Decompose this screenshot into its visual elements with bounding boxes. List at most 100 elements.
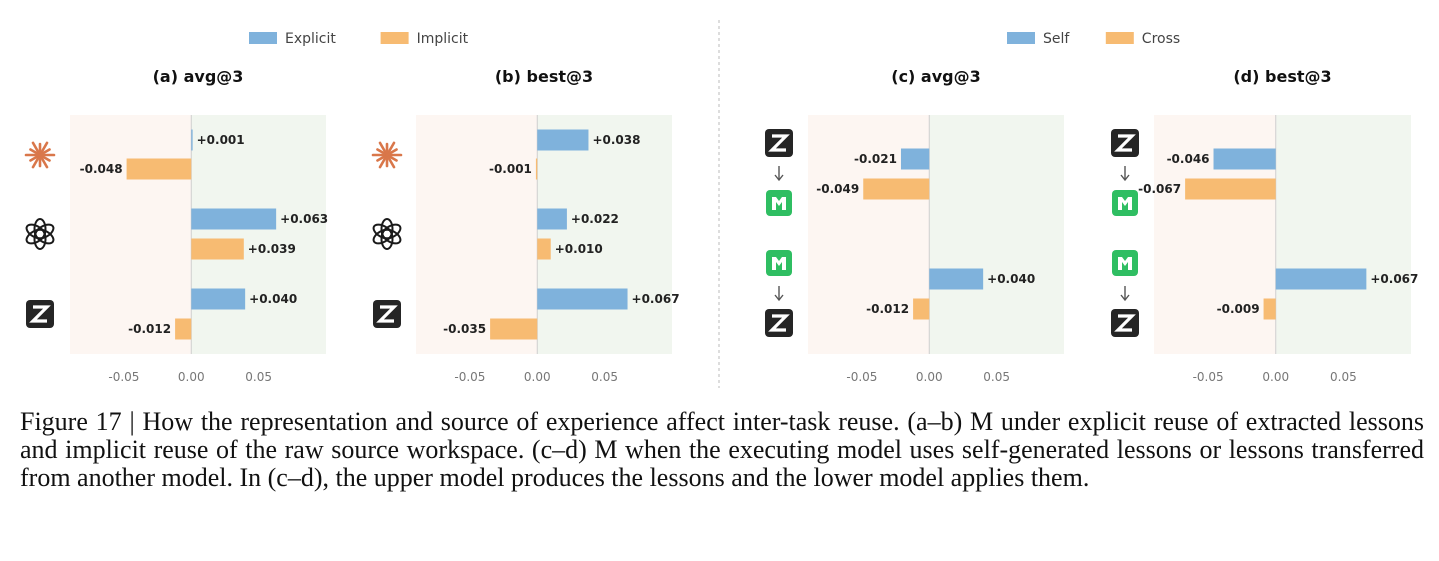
zhipu-icon: [373, 300, 401, 328]
bar-group-2: +0.040 -0.012: [765, 250, 1035, 337]
legend-swatch-implicit: [380, 32, 409, 44]
x-tick-label: 0.00: [1262, 370, 1289, 384]
bar-explicit: [191, 288, 246, 310]
legend-swatch-self: [1007, 32, 1035, 44]
bar-group-1: -0.021 -0.049: [765, 129, 930, 216]
bar-group-3: +0.067 -0.035: [373, 288, 680, 340]
bar-implicit: [537, 238, 551, 260]
down-arrow-icon: [1120, 286, 1130, 302]
bar-explicit: [537, 129, 589, 151]
bar-explicit: [191, 208, 277, 230]
chart-title: (b) best@3: [495, 67, 593, 86]
legend-label-cross: Cross: [1142, 31, 1180, 47]
data-label: +0.038: [592, 133, 640, 147]
x-tick-label: 0.05: [591, 370, 618, 384]
bar-explicit: [537, 208, 567, 230]
data-label: -0.001: [489, 162, 532, 176]
positive-region: [537, 115, 672, 354]
down-arrow-icon: [774, 166, 784, 182]
positive-region: [929, 115, 1064, 354]
data-label: -0.009: [1217, 302, 1260, 316]
x-tick-label: 0.00: [524, 370, 551, 384]
minimax-to-zhipu-icon: [1111, 250, 1139, 337]
data-label: +0.040: [249, 292, 297, 306]
chart-panel-4: (d) best@3 -0.05 0.00 0.05 -0.046 -0.067 +0.06…: [1111, 67, 1418, 384]
x-tick-label: 0.00: [178, 370, 205, 384]
bar-group-3: +0.040 -0.012: [26, 288, 297, 340]
down-arrow-icon: [774, 286, 784, 302]
bar-group-2: +0.067 -0.009: [1111, 250, 1418, 337]
bar-cross: [1263, 298, 1276, 320]
data-label: -0.035: [443, 322, 486, 336]
data-label: +0.022: [571, 212, 619, 226]
data-label: -0.021: [854, 152, 897, 166]
legend-swatch-cross: [1105, 32, 1134, 44]
zhipu-icon: [1111, 309, 1139, 337]
data-label: -0.048: [80, 162, 123, 176]
chart-title: (d) best@3: [1233, 67, 1331, 86]
bar-group-2: +0.022 +0.010: [372, 208, 619, 260]
zhipu-to-minimax-icon: [765, 129, 793, 216]
data-label: +0.063: [280, 212, 328, 226]
bar-explicit: [191, 129, 193, 151]
minimax-to-zhipu-icon: [765, 250, 793, 337]
minimax-icon: [1112, 190, 1138, 216]
x-tick-label: 0.00: [916, 370, 943, 384]
chart-panel-3: (c) avg@3 -0.05 0.00 0.05 -0.021 -0.049 +0.040…: [765, 67, 1064, 384]
minimax-icon: [766, 250, 792, 276]
data-label: -0.049: [816, 182, 859, 196]
positive-region: [191, 115, 326, 354]
bar-cross: [863, 178, 930, 200]
data-label: -0.046: [1167, 152, 1210, 166]
claude-icon: [24, 141, 56, 169]
bar-self: [1213, 148, 1276, 170]
bar-implicit: [490, 318, 538, 340]
zhipu-to-minimax-icon: [1111, 129, 1139, 216]
claude-icon: [371, 141, 403, 169]
bar-group-1: -0.046 -0.067: [1111, 129, 1276, 216]
data-label: +0.067: [632, 292, 680, 306]
chart-panel-1: (a) avg@3 -0.05 0.00 0.05 +0.001 -0.048 +0.063…: [24, 67, 328, 384]
data-label: +0.040: [987, 272, 1035, 286]
positive-region: [1275, 115, 1411, 354]
bar-implicit: [191, 238, 244, 260]
x-tick-label: -0.05: [454, 370, 485, 384]
bar-cross: [913, 298, 930, 320]
legend-swatch-explicit: [249, 32, 277, 44]
figure-caption: Figure 17 | How the representation and s…: [20, 407, 1424, 492]
x-tick-label: -0.05: [846, 370, 877, 384]
zhipu-icon: [765, 309, 793, 337]
bar-self: [900, 148, 930, 170]
negative-region: [416, 115, 538, 354]
x-tick-label: 0.05: [1330, 370, 1357, 384]
data-label: +0.067: [1370, 272, 1418, 286]
bar-group-1: +0.001 -0.048: [24, 129, 245, 180]
data-label: -0.012: [128, 322, 171, 336]
minimax-icon: [766, 190, 792, 216]
zhipu-icon: [26, 300, 54, 328]
bar-implicit: [175, 318, 192, 340]
data-label: -0.012: [866, 302, 909, 316]
x-tick-label: -0.05: [108, 370, 139, 384]
legend-2: Self Cross: [1007, 31, 1180, 47]
bar-explicit: [537, 288, 628, 310]
data-label: +0.039: [248, 242, 296, 256]
chart-title: (a) avg@3: [153, 67, 244, 86]
legend-1: Explicit Implicit: [249, 31, 469, 47]
data-label: +0.010: [555, 242, 603, 256]
x-tick-label: 0.05: [245, 370, 272, 384]
bar-self: [1275, 268, 1367, 290]
chart-title: (c) avg@3: [891, 67, 981, 86]
down-arrow-icon: [1120, 166, 1130, 182]
bar-implicit: [535, 158, 538, 180]
figure-canvas: (a) avg@3 -0.05 0.00 0.05 +0.001 -0.048 +0.063…: [24, 20, 1418, 388]
legend-label-explicit: Explicit: [285, 31, 336, 47]
bar-group-2: +0.063 +0.039: [25, 208, 328, 260]
bar-implicit: [126, 158, 192, 180]
x-tick-label: 0.05: [983, 370, 1010, 384]
negative-region: [70, 115, 192, 354]
bar-cross: [1185, 178, 1276, 200]
zhipu-icon: [765, 129, 793, 157]
legend-label-implicit: Implicit: [417, 31, 469, 47]
x-tick-label: -0.05: [1193, 370, 1224, 384]
